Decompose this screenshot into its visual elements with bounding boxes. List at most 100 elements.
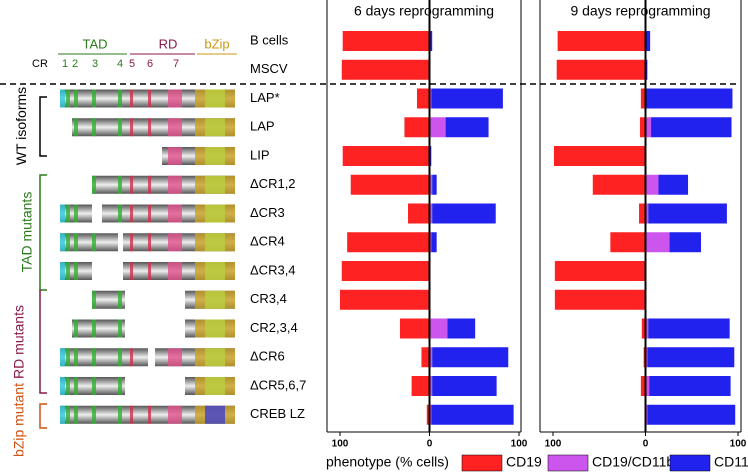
domain-stripe <box>92 175 96 194</box>
domain-stripe <box>130 405 133 424</box>
domain-stripe <box>66 377 70 395</box>
domain-stripe <box>118 118 122 137</box>
domain-stripe <box>74 348 78 367</box>
bar <box>610 232 646 253</box>
domain-stripe <box>168 175 182 194</box>
bar <box>426 404 430 425</box>
domain-stripe <box>60 262 65 280</box>
bar <box>556 59 646 80</box>
legend-label: CD11b <box>714 454 748 470</box>
domain-stripe <box>118 319 122 338</box>
bar <box>432 376 497 396</box>
bar <box>645 318 649 339</box>
domain-stripe <box>205 89 225 108</box>
cr-number: 4 <box>117 58 123 70</box>
bar <box>647 404 736 425</box>
bar <box>432 174 437 195</box>
row-label: B cells <box>250 32 289 47</box>
group-label: RD mutants <box>11 305 27 379</box>
bar <box>350 174 430 195</box>
domain-stripe <box>130 262 133 280</box>
bar <box>429 347 433 368</box>
bar <box>347 232 430 253</box>
domain-stripe <box>205 262 225 280</box>
domain-stripe <box>92 118 96 137</box>
domain-stripe <box>205 118 225 137</box>
bar <box>641 318 646 339</box>
bar <box>646 88 733 109</box>
domain-stripe <box>92 405 96 424</box>
row-label: ΔCR4 <box>250 234 285 249</box>
bracket <box>39 174 47 291</box>
domain-stripe <box>60 89 65 108</box>
bar <box>645 232 670 253</box>
domain-stripe <box>168 262 182 280</box>
bar <box>557 31 646 51</box>
domain-stripe <box>74 118 78 137</box>
bar <box>341 261 430 281</box>
domain-stripe <box>66 204 70 223</box>
domain-stripe <box>118 175 122 194</box>
cr-number: 7 <box>173 58 179 70</box>
domain-stripe <box>60 405 65 424</box>
panel-title: 9 days reprogramming <box>570 3 710 19</box>
domain-stripe <box>92 233 96 252</box>
domain-stripe <box>66 348 70 367</box>
row-label: LAP <box>250 119 275 134</box>
domain-stripe <box>130 89 133 108</box>
bar <box>431 88 503 109</box>
domain-stripe <box>130 233 133 252</box>
bar <box>592 174 646 195</box>
row-label: LAP* <box>250 90 280 105</box>
domain-stripe <box>60 204 65 223</box>
domain-stripe <box>168 147 182 165</box>
x-tick-label: 100 <box>730 439 747 450</box>
domain-stripe <box>205 405 225 424</box>
domain-stripe <box>148 233 151 252</box>
domain-label: bZip <box>204 36 229 51</box>
domain-stripe <box>74 319 78 338</box>
domain-stripe <box>130 175 133 194</box>
domain-stripe <box>66 233 70 252</box>
bar <box>554 289 646 310</box>
bar <box>431 404 514 425</box>
legend-label: CD19/CD11b <box>592 454 674 470</box>
domain-stripe <box>205 348 225 367</box>
bar <box>342 31 430 51</box>
bar <box>658 174 689 195</box>
domain-stripe <box>118 377 122 395</box>
domain-stripe <box>130 118 133 137</box>
domain-stripe <box>148 89 151 108</box>
bar <box>408 203 430 224</box>
domain-stripe <box>118 204 122 223</box>
row-label: CREB LZ <box>250 406 305 421</box>
bar <box>342 146 430 166</box>
x-tick-label: 100 <box>332 439 349 450</box>
domain-stripe <box>168 118 182 137</box>
domain-stripe <box>60 377 65 395</box>
x-tick-label: 100 <box>511 439 528 450</box>
bar <box>645 174 659 195</box>
domain-stripe <box>205 204 225 223</box>
bar <box>553 146 646 166</box>
row-label: CR2,3,4 <box>250 320 298 335</box>
bar <box>340 289 430 310</box>
cr-number: 5 <box>129 58 135 70</box>
group-label: bZip mutant <box>11 383 27 457</box>
domain-stripe <box>60 348 65 367</box>
domain-stripe <box>92 348 96 367</box>
bar <box>429 318 448 339</box>
cr-number: 1 <box>62 58 68 70</box>
domain-stripe <box>74 233 78 252</box>
domain-stripe <box>205 233 225 252</box>
domain-stripe <box>168 204 182 223</box>
domain-stripe <box>74 89 78 108</box>
domain-stripe <box>118 348 122 367</box>
bar <box>432 203 496 224</box>
domain-stripe <box>74 262 78 280</box>
construct <box>60 405 235 424</box>
bar <box>640 376 646 396</box>
bar <box>421 347 430 368</box>
legend-swatch <box>669 454 711 472</box>
domain-stripe <box>74 377 78 395</box>
